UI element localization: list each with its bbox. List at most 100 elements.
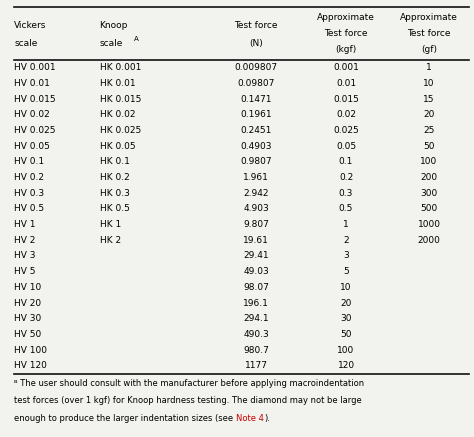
Text: HV 100: HV 100 xyxy=(14,346,47,354)
Text: HV 0.2: HV 0.2 xyxy=(14,173,44,182)
Text: ).: ). xyxy=(264,414,270,423)
Text: scale: scale xyxy=(100,39,123,49)
Text: HV 1: HV 1 xyxy=(14,220,36,229)
Text: HV 5: HV 5 xyxy=(14,267,36,276)
Text: 0.025: 0.025 xyxy=(333,126,359,135)
Text: 5: 5 xyxy=(343,267,349,276)
Text: HV 0.5: HV 0.5 xyxy=(14,205,45,213)
Text: HV 10: HV 10 xyxy=(14,283,41,292)
Text: HV 3: HV 3 xyxy=(14,251,36,260)
Text: A: A xyxy=(134,35,138,42)
Text: HK 0.01: HK 0.01 xyxy=(100,79,135,88)
Text: 0.5: 0.5 xyxy=(339,205,353,213)
Text: HV 0.025: HV 0.025 xyxy=(14,126,56,135)
Text: 980.7: 980.7 xyxy=(243,346,269,354)
Text: HV 2: HV 2 xyxy=(14,236,36,245)
Text: 0.4903: 0.4903 xyxy=(240,142,272,151)
Text: (N): (N) xyxy=(249,39,263,49)
Text: Knoop: Knoop xyxy=(100,21,128,30)
Text: 1000: 1000 xyxy=(418,220,440,229)
Text: HK 0.05: HK 0.05 xyxy=(100,142,135,151)
Text: HK 0.02: HK 0.02 xyxy=(100,110,135,119)
Text: scale: scale xyxy=(14,39,37,49)
Text: HV 0.02: HV 0.02 xyxy=(14,110,50,119)
Text: HV 50: HV 50 xyxy=(14,330,41,339)
Text: test forces (over 1 kgf) for Knoop hardness testing. The diamond may not be larg: test forces (over 1 kgf) for Knoop hardn… xyxy=(14,396,362,406)
Text: HV 0.01: HV 0.01 xyxy=(14,79,50,88)
Text: 0.015: 0.015 xyxy=(333,94,359,104)
Text: 0.009807: 0.009807 xyxy=(235,63,277,72)
Text: 15: 15 xyxy=(423,94,435,104)
Text: 1: 1 xyxy=(426,63,432,72)
Text: 1177: 1177 xyxy=(245,361,267,370)
Text: 100: 100 xyxy=(420,157,438,166)
Text: 50: 50 xyxy=(340,330,352,339)
Text: 19.61: 19.61 xyxy=(243,236,269,245)
Text: 1.961: 1.961 xyxy=(243,173,269,182)
Text: 200: 200 xyxy=(420,173,438,182)
Text: 0.02: 0.02 xyxy=(336,110,356,119)
Text: Note 4: Note 4 xyxy=(236,414,264,423)
Text: HK 0.025: HK 0.025 xyxy=(100,126,141,135)
Text: Approximate: Approximate xyxy=(400,13,458,22)
Text: 50: 50 xyxy=(423,142,435,151)
Text: 3: 3 xyxy=(343,251,349,260)
Text: HV 0.015: HV 0.015 xyxy=(14,94,56,104)
Text: HV 0.001: HV 0.001 xyxy=(14,63,56,72)
Text: HK 0.1: HK 0.1 xyxy=(100,157,129,166)
Text: 0.9807: 0.9807 xyxy=(240,157,272,166)
Text: enough to produce the larger indentation sizes (see: enough to produce the larger indentation… xyxy=(14,414,236,423)
Text: Vickers: Vickers xyxy=(14,21,46,30)
Text: 49.03: 49.03 xyxy=(243,267,269,276)
Text: 30: 30 xyxy=(340,314,352,323)
Text: HV 0.3: HV 0.3 xyxy=(14,189,45,198)
Text: 196.1: 196.1 xyxy=(243,298,269,308)
Text: HV 0.05: HV 0.05 xyxy=(14,142,50,151)
Text: 0.001: 0.001 xyxy=(333,63,359,72)
Text: 20: 20 xyxy=(340,298,352,308)
Text: HK 0.2: HK 0.2 xyxy=(100,173,129,182)
Text: Test force: Test force xyxy=(407,29,451,38)
Text: 0.09807: 0.09807 xyxy=(237,79,274,88)
Text: 0.2: 0.2 xyxy=(339,173,353,182)
Text: HK 2: HK 2 xyxy=(100,236,121,245)
Text: HV 20: HV 20 xyxy=(14,298,41,308)
Text: 2.942: 2.942 xyxy=(243,189,269,198)
Text: 10: 10 xyxy=(340,283,352,292)
Text: 2000: 2000 xyxy=(418,236,440,245)
Text: HK 0.5: HK 0.5 xyxy=(100,205,129,213)
Text: Test force: Test force xyxy=(234,21,278,30)
Text: HK 0.3: HK 0.3 xyxy=(100,189,129,198)
Text: 0.1471: 0.1471 xyxy=(240,94,272,104)
Text: 98.07: 98.07 xyxy=(243,283,269,292)
Text: 490.3: 490.3 xyxy=(243,330,269,339)
Text: ᴮ The user should consult with the manufacturer before applying macroindentation: ᴮ The user should consult with the manuf… xyxy=(14,379,365,388)
Text: (gf): (gf) xyxy=(421,45,437,54)
Text: HK 0.015: HK 0.015 xyxy=(100,94,141,104)
Text: HV 120: HV 120 xyxy=(14,361,47,370)
Text: 0.05: 0.05 xyxy=(336,142,356,151)
Text: 25: 25 xyxy=(423,126,435,135)
Text: 0.1: 0.1 xyxy=(339,157,353,166)
Text: 1: 1 xyxy=(343,220,349,229)
Text: 9.807: 9.807 xyxy=(243,220,269,229)
Text: (kgf): (kgf) xyxy=(336,45,356,54)
Text: HV 0.1: HV 0.1 xyxy=(14,157,45,166)
Text: HV 30: HV 30 xyxy=(14,314,41,323)
Text: 500: 500 xyxy=(420,205,438,213)
Text: 300: 300 xyxy=(420,189,438,198)
Text: 120: 120 xyxy=(337,361,355,370)
Text: HK 0.001: HK 0.001 xyxy=(100,63,141,72)
Text: 0.01: 0.01 xyxy=(336,79,356,88)
Text: 0.3: 0.3 xyxy=(339,189,353,198)
Text: 100: 100 xyxy=(337,346,355,354)
Text: 2: 2 xyxy=(343,236,349,245)
Text: Approximate: Approximate xyxy=(317,13,375,22)
Text: 0.2451: 0.2451 xyxy=(240,126,272,135)
Text: HK 1: HK 1 xyxy=(100,220,121,229)
Text: 10: 10 xyxy=(423,79,435,88)
Text: 0.1961: 0.1961 xyxy=(240,110,272,119)
Text: 4.903: 4.903 xyxy=(243,205,269,213)
Text: 20: 20 xyxy=(423,110,435,119)
Text: 294.1: 294.1 xyxy=(243,314,269,323)
